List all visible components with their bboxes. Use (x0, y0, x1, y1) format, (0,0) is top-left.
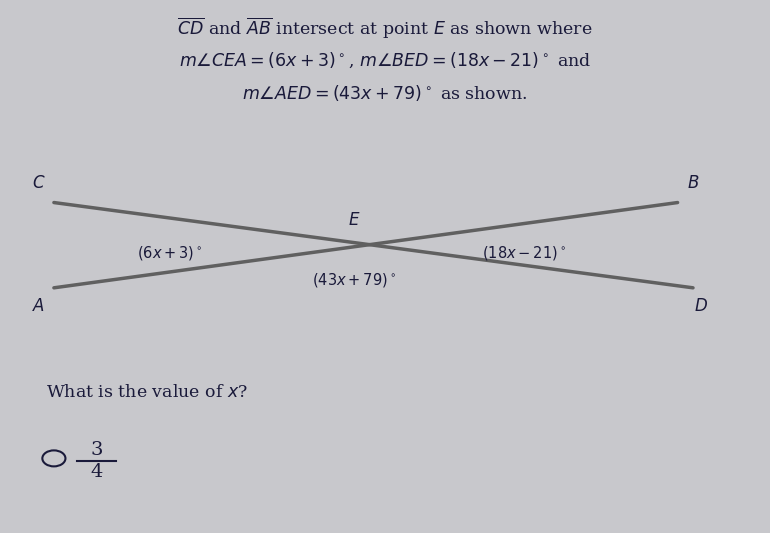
Text: $C$: $C$ (32, 175, 45, 192)
Text: $E$: $E$ (348, 212, 360, 229)
Text: $m\angle CEA=(6x+3)^\circ$, $m\angle BED=(18x-21)^\circ$ and: $m\angle CEA=(6x+3)^\circ$, $m\angle BED… (179, 51, 591, 70)
Text: $m\angle AED=(43x+79)^\circ$ as shown.: $m\angle AED=(43x+79)^\circ$ as shown. (243, 83, 527, 103)
Text: $(6x+3)^\circ$: $(6x+3)^\circ$ (136, 244, 203, 262)
Text: 3: 3 (90, 441, 102, 459)
Text: What is the value of $x$?: What is the value of $x$? (46, 384, 248, 401)
Text: $\overline{CD}$ and $\overline{AB}$ intersect at point $E$ as shown where: $\overline{CD}$ and $\overline{AB}$ inte… (177, 16, 593, 41)
Text: $(18x-21)^\circ$: $(18x-21)^\circ$ (481, 244, 566, 262)
Text: $B$: $B$ (687, 175, 699, 192)
Text: $A$: $A$ (32, 298, 45, 316)
Text: $D$: $D$ (694, 298, 708, 316)
Text: $(43x+79)^\circ$: $(43x+79)^\circ$ (312, 271, 397, 289)
Text: 4: 4 (90, 463, 102, 481)
